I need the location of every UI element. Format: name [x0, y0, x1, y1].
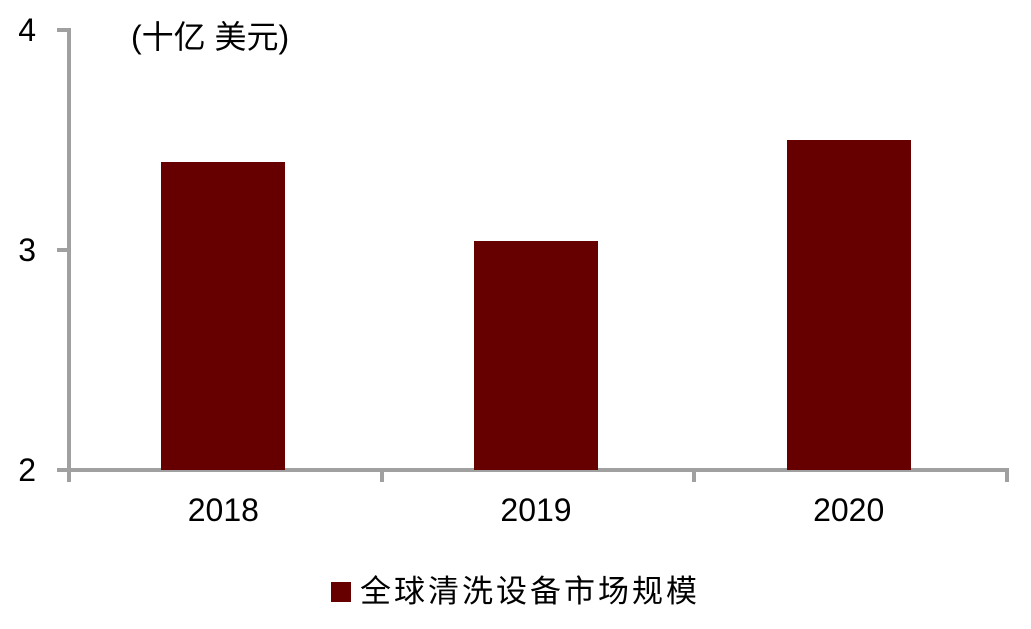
y-tick-label: 2 [18, 452, 36, 488]
legend-marker [331, 582, 351, 602]
bar-2020 [787, 140, 911, 470]
y-axis-unit-label: (十亿 美元) [131, 19, 290, 55]
x-tick-label-2020: 2020 [813, 492, 885, 528]
x-tick-mark [67, 472, 71, 482]
y-tick-mark [57, 248, 67, 252]
x-tick-label-2018: 2018 [187, 492, 259, 528]
x-tick-mark [1005, 472, 1009, 482]
legend-label: 全球清洗设备市场规模 [360, 574, 700, 609]
bar-2018 [161, 162, 285, 470]
y-tick-label: 4 [18, 12, 36, 48]
x-axis-line [67, 468, 1009, 472]
bar-2019 [474, 241, 598, 470]
y-tick-mark [57, 468, 67, 472]
legend: 全球清洗设备市场规模 [0, 572, 1031, 612]
x-tick-mark [379, 472, 384, 482]
x-tick-mark [692, 472, 697, 482]
y-tick-label: 3 [18, 232, 36, 268]
y-tick-mark [57, 28, 67, 32]
x-tick-label-2019: 2019 [500, 492, 572, 528]
y-axis-line [67, 28, 71, 476]
